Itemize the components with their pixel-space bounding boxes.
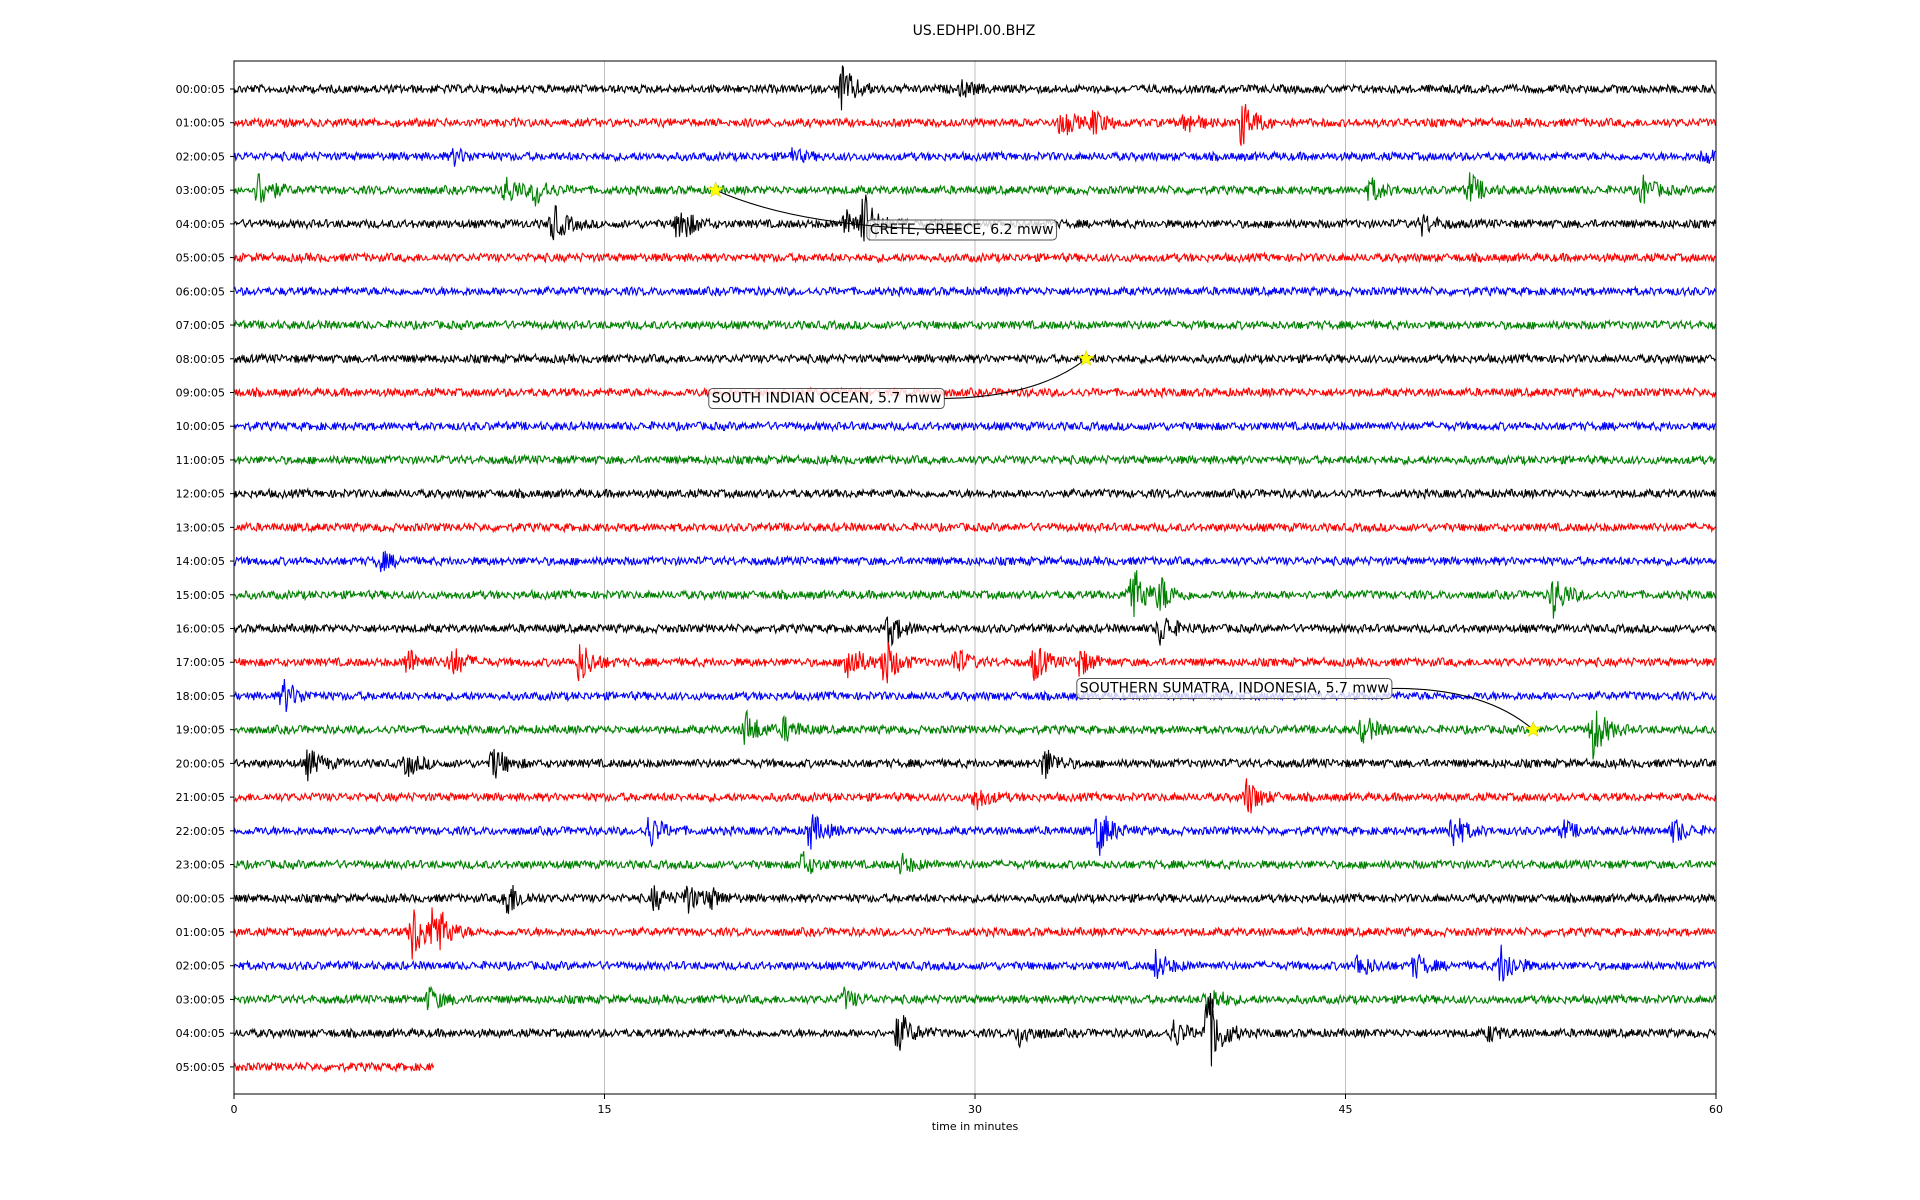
- annotation-connector: [1391, 687, 1534, 731]
- trace-line: [233, 884, 1716, 914]
- x-ticks: 0 15 30 45 60: [231, 1094, 1723, 1116]
- trace-line: [233, 285, 1716, 298]
- trace-line: [233, 985, 1716, 1016]
- y-tick-label: 00:00:05: [176, 83, 225, 96]
- y-tick-label: 19:00:05: [176, 724, 225, 737]
- annotation-connector: [715, 189, 962, 231]
- trace-line: [233, 419, 1716, 433]
- trace-line: [233, 616, 1716, 648]
- plot-area-frame: [233, 60, 1717, 1095]
- trace-line: [233, 570, 1716, 619]
- y-tick-label: 14:00:05: [176, 555, 225, 568]
- x-tick-label: 30: [968, 1103, 982, 1116]
- x-tick-label: 15: [598, 1103, 612, 1116]
- trace-line: [233, 251, 1716, 265]
- y-tick-label: 15:00:05: [176, 589, 225, 602]
- trace-line: [233, 386, 1716, 400]
- trace-line: [233, 748, 1716, 782]
- event-annotation: SOUTHERN SUMATRA, INDONESIA, 5.7 mww: [1076, 678, 1542, 737]
- y-tick-label: 02:00:05: [176, 960, 225, 973]
- trace-line: [233, 147, 1716, 167]
- y-tick-label: 22:00:05: [176, 825, 225, 838]
- annotation-box: [1076, 678, 1393, 700]
- y-tick-label: 03:00:05: [176, 993, 225, 1006]
- y-tick-label: 11:00:05: [176, 454, 225, 467]
- trace-line: [233, 678, 1716, 713]
- y-tick-label: 04:00:05: [176, 1027, 225, 1040]
- y-tick-label: 23:00:05: [176, 859, 225, 872]
- y-tick-label: 02:00:05: [176, 150, 225, 163]
- event-star-marker: [1077, 349, 1095, 366]
- trace-line: [233, 65, 1716, 111]
- y-tick-label: 13:00:05: [176, 521, 225, 534]
- trace-line: [233, 814, 1716, 856]
- y-tick-label: 07:00:05: [176, 319, 225, 332]
- chart-title: US.EDHPI.00.BHZ: [913, 23, 1036, 39]
- trace-line: [233, 550, 1716, 573]
- grid-lines: [233, 61, 1717, 1094]
- y-tick-label: 01:00:05: [176, 926, 225, 939]
- y-tick-label: 05:00:05: [176, 252, 225, 265]
- trace-line: [233, 709, 1716, 760]
- y-tick-label: 10:00:05: [176, 420, 225, 433]
- y-tick-label: 00:00:05: [176, 892, 225, 905]
- x-tick-label: 60: [1709, 1103, 1723, 1116]
- y-tick-label: 06:00:05: [176, 285, 225, 298]
- trace-line: [233, 172, 1716, 207]
- y-tick-label: 17:00:05: [176, 656, 225, 669]
- y-tick-label: 21:00:05: [176, 791, 225, 804]
- trace-line: [233, 453, 1716, 467]
- annotation-box: [866, 219, 1058, 241]
- trace-line: [233, 992, 1716, 1067]
- annotation-connector: [944, 358, 1087, 400]
- y-tick-label: 18:00:05: [176, 690, 225, 703]
- annotation-label: CRETE, GREECE, 6.2 mww: [870, 222, 1054, 238]
- y-tick-label: 01:00:05: [176, 117, 225, 130]
- y-tick-label: 04:00:05: [176, 218, 225, 231]
- trace-line: [233, 521, 1716, 534]
- event-annotation: CRETE, GREECE, 6.2 mww: [707, 181, 1058, 241]
- y-tick-label: 05:00:05: [176, 1061, 225, 1074]
- trace-line: [233, 1061, 435, 1073]
- event-annotation: SOUTH INDIAN OCEAN, 5.7 mww: [708, 349, 1095, 410]
- trace-line: [233, 103, 1716, 146]
- y-tick-label: 09:00:05: [176, 386, 225, 399]
- traces: [233, 65, 1716, 1073]
- x-axis-label: time in minutes: [932, 1120, 1019, 1133]
- event-star-marker: [707, 181, 725, 198]
- event-star-marker: [1524, 720, 1542, 737]
- trace-line: [233, 642, 1716, 684]
- trace-line: [233, 352, 1716, 366]
- annotation-label: SOUTHERN SUMATRA, INDONESIA, 5.7 mww: [1080, 681, 1389, 697]
- trace-line: [233, 318, 1716, 332]
- event-annotations: CRETE, GREECE, 6.2 mww SOUTH INDIAN OCEAN…: [707, 181, 1542, 737]
- x-tick-label: 45: [1339, 1103, 1353, 1116]
- trace-line: [233, 944, 1716, 982]
- y-tick-label: 16:00:05: [176, 623, 225, 636]
- annotation-label: SOUTH INDIAN OCEAN, 5.7 mww: [712, 391, 942, 407]
- y-tick-label: 08:00:05: [176, 353, 225, 366]
- trace-line: [233, 778, 1716, 814]
- x-tick-label: 0: [231, 1103, 238, 1116]
- y-tick-labels: 00:00:05 01:00:05 02:00:05 03:00:05 04:00:05…: [176, 83, 234, 1074]
- y-tick-label: 20:00:05: [176, 757, 225, 770]
- trace-line: [233, 487, 1716, 501]
- trace-line: [233, 907, 1716, 960]
- y-tick-label: 12:00:05: [176, 488, 225, 501]
- trace-line: [233, 851, 1716, 875]
- y-tick-label: 03:00:05: [176, 184, 225, 197]
